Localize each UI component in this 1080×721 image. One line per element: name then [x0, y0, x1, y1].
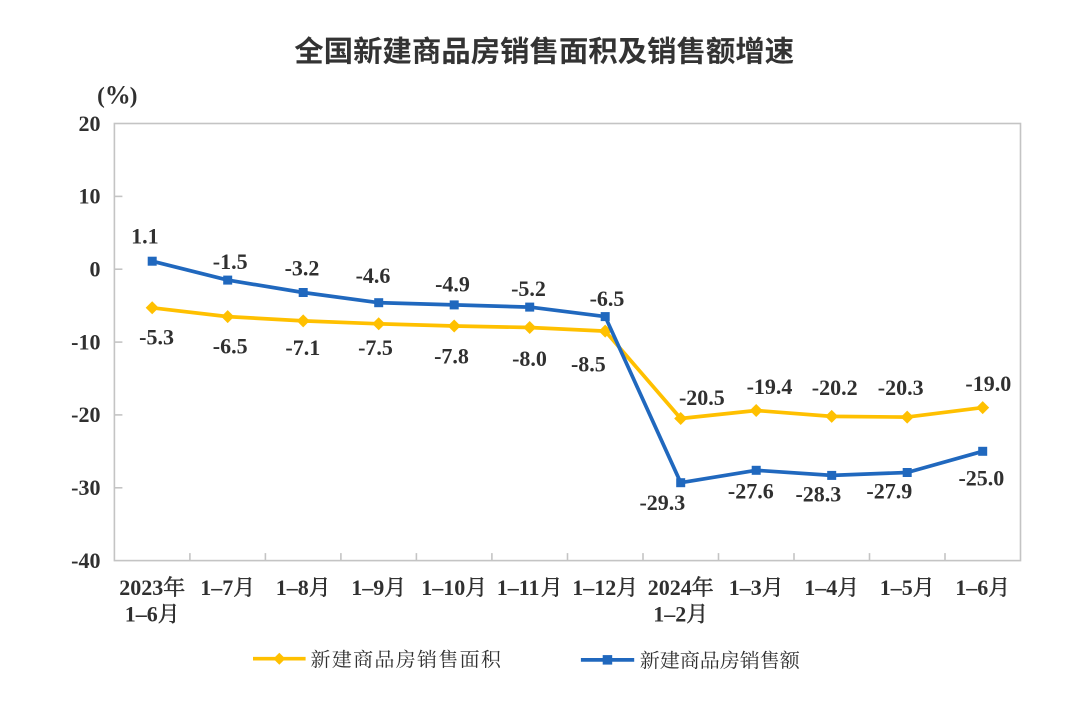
svg-text:1–12: 1–12	[572, 575, 616, 600]
svg-text:-8.5: -8.5	[571, 352, 606, 377]
svg-text:-7.1: -7.1	[285, 335, 320, 360]
svg-text:-8.0: -8.0	[512, 346, 547, 371]
svg-text:-6.5: -6.5	[590, 286, 625, 311]
svg-text:0: 0	[90, 257, 101, 282]
svg-text:-20.5: -20.5	[679, 385, 725, 410]
svg-text:20: 20	[79, 111, 101, 136]
svg-text:-30: -30	[71, 475, 100, 500]
svg-text:-3.2: -3.2	[285, 256, 320, 281]
svg-text:-7.8: -7.8	[434, 343, 469, 368]
svg-text:-40: -40	[71, 548, 100, 573]
svg-text:1–3: 1–3	[729, 575, 762, 600]
svg-text:-10: -10	[71, 329, 100, 354]
svg-text:-27.9: -27.9	[866, 479, 912, 504]
svg-text:1–10: 1–10	[421, 575, 465, 600]
svg-text:1–6: 1–6	[125, 602, 158, 627]
svg-text:): )	[130, 83, 138, 108]
svg-text:-5.3: -5.3	[139, 325, 174, 350]
svg-text:-20.3: -20.3	[878, 375, 924, 400]
svg-text:-27.6: -27.6	[728, 479, 774, 504]
svg-text:1–4: 1–4	[804, 575, 837, 600]
svg-text:10: 10	[79, 184, 101, 209]
svg-text:-1.5: -1.5	[213, 249, 248, 274]
svg-text:-19.4: -19.4	[747, 374, 793, 399]
svg-text:%: %	[105, 81, 131, 110]
svg-text:2024: 2024	[648, 575, 692, 600]
svg-text:-5.2: -5.2	[511, 276, 546, 301]
svg-text:(: (	[97, 83, 105, 108]
svg-text:1.1: 1.1	[131, 223, 159, 248]
svg-text:-6.5: -6.5	[213, 334, 248, 359]
svg-text:-4.6: -4.6	[356, 263, 391, 288]
svg-text:1–7: 1–7	[200, 575, 233, 600]
svg-text:1–5: 1–5	[880, 575, 913, 600]
svg-text:-25.0: -25.0	[958, 465, 1004, 490]
svg-text:1–8: 1–8	[276, 575, 309, 600]
svg-text:-19.0: -19.0	[965, 371, 1011, 396]
svg-text:1–9: 1–9	[351, 575, 384, 600]
svg-text:-20: -20	[71, 402, 100, 427]
svg-text:-28.3: -28.3	[795, 482, 841, 507]
svg-text:-7.5: -7.5	[358, 335, 393, 360]
svg-text:2023: 2023	[119, 575, 163, 600]
svg-text:1–11: 1–11	[497, 575, 540, 600]
svg-text:1–2: 1–2	[653, 602, 686, 627]
svg-text:-20.2: -20.2	[812, 375, 858, 400]
svg-text:-29.3: -29.3	[639, 490, 685, 515]
svg-text:1–6: 1–6	[955, 575, 988, 600]
svg-text:-4.9: -4.9	[435, 272, 470, 297]
